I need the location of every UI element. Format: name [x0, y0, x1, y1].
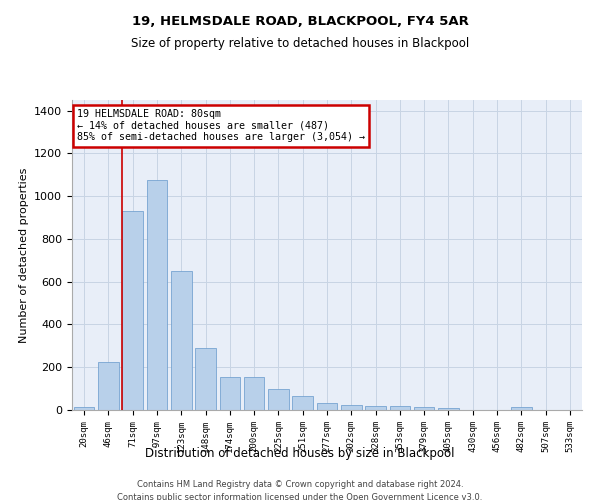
Text: 19, HELMSDALE ROAD, BLACKPOOL, FY4 5AR: 19, HELMSDALE ROAD, BLACKPOOL, FY4 5AR [131, 15, 469, 28]
Bar [414, 407, 434, 410]
Text: Contains public sector information licensed under the Open Government Licence v3: Contains public sector information licen… [118, 492, 482, 500]
Bar [244, 377, 265, 410]
Y-axis label: Number of detached properties: Number of detached properties [19, 168, 29, 342]
Bar [98, 362, 119, 410]
Bar [146, 180, 167, 410]
Bar [341, 404, 362, 410]
Text: Size of property relative to detached houses in Blackpool: Size of property relative to detached ho… [131, 38, 469, 51]
Bar [268, 388, 289, 410]
Bar [195, 348, 216, 410]
Bar [292, 396, 313, 410]
Bar [511, 407, 532, 410]
Bar [438, 408, 459, 410]
Bar [317, 402, 337, 410]
Bar [220, 377, 240, 410]
Bar [389, 406, 410, 410]
Bar [74, 407, 94, 410]
Bar [171, 271, 191, 410]
Bar [365, 406, 386, 410]
Bar [122, 211, 143, 410]
Text: Contains HM Land Registry data © Crown copyright and database right 2024.: Contains HM Land Registry data © Crown c… [137, 480, 463, 489]
Text: 19 HELMSDALE ROAD: 80sqm
← 14% of detached houses are smaller (487)
85% of semi-: 19 HELMSDALE ROAD: 80sqm ← 14% of detach… [77, 110, 365, 142]
Text: Distribution of detached houses by size in Blackpool: Distribution of detached houses by size … [145, 448, 455, 460]
